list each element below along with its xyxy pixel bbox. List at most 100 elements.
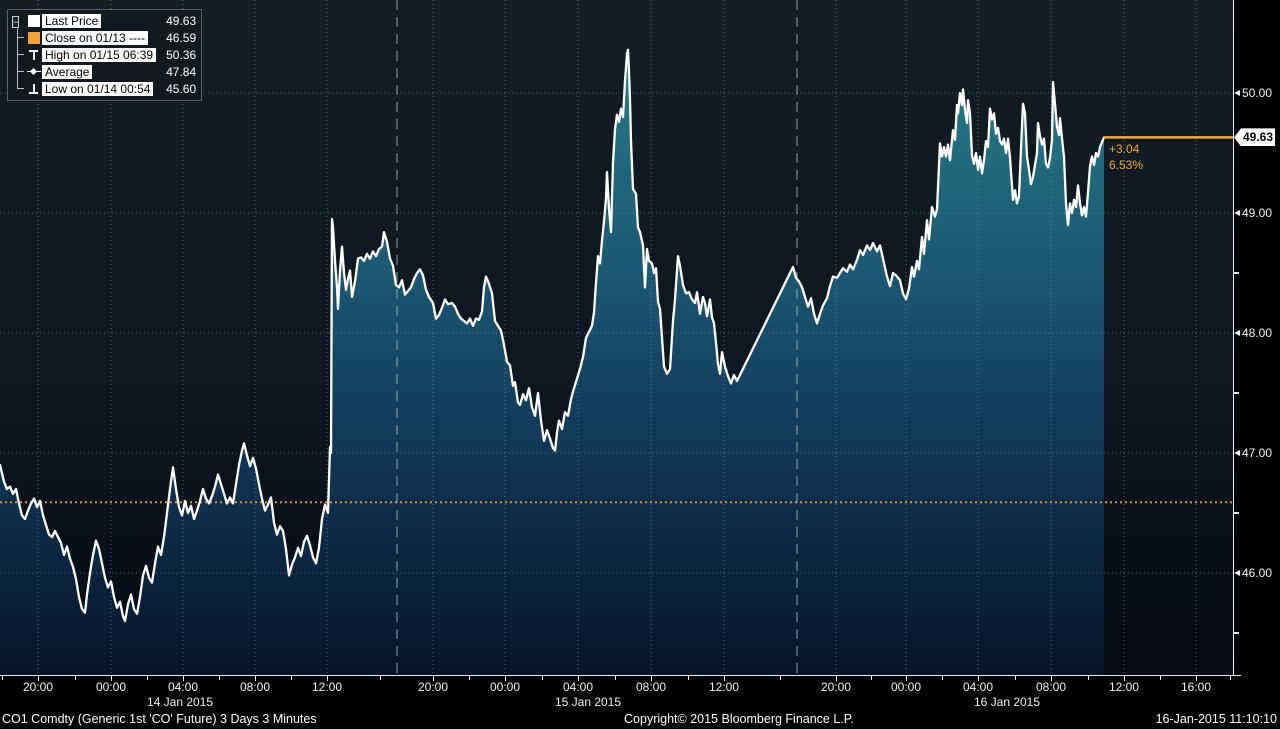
time-axis-label: 20:00 (22, 680, 54, 694)
time-axis-tick (906, 676, 907, 681)
time-axis-label: 00:00 (890, 680, 922, 694)
price-axis-label: 47.00 (1234, 445, 1272, 460)
legend-row-average[interactable]: Average 47.84 (11, 63, 196, 80)
date-axis-label: 16 Jan 2015 (973, 695, 1041, 709)
time-axis-tick (688, 676, 689, 680)
time-axis-tick (380, 676, 381, 680)
time-axis-tick (2, 676, 3, 680)
price-axis-minor-tick (1234, 632, 1239, 634)
time-axis-tick (615, 676, 616, 680)
time-axis-tick (578, 676, 579, 681)
time-axis-tick (327, 676, 328, 681)
price-axis-minor-tick (1234, 392, 1239, 394)
legend-tree-node: − (11, 12, 25, 29)
time-axis-tick (542, 676, 543, 680)
high-marker-icon (25, 46, 42, 63)
copyright-text: Copyright© 2015 Bloomberg Finance L.P. (624, 712, 854, 726)
legend-tree-branch (11, 63, 25, 80)
price-axis-label: 50.00 (1234, 85, 1272, 100)
axis-tick-arrow-icon (1234, 569, 1240, 576)
price-axis-label: 49.00 (1234, 205, 1272, 220)
time-axis-tick (1160, 676, 1161, 680)
time-axis-tick (871, 676, 872, 680)
time-axis-tick (111, 676, 112, 681)
legend-value: 46.59 (166, 30, 197, 45)
chart-title: CO1 Comdty (Generic 1st 'CO' Future) 3 D… (2, 712, 317, 726)
time-axis-tick (291, 676, 292, 680)
timestamp: 16-Jan-2015 11:10:10 (1155, 712, 1277, 726)
last-price-callout: 49.63 (1234, 128, 1276, 147)
price-change-label: +3.04 (1109, 142, 1140, 156)
time-axis-tick (1124, 676, 1125, 681)
status-bar: CO1 Comdty (Generic 1st 'CO' Future) 3 D… (0, 711, 1280, 729)
time-axis-label: 20:00 (417, 680, 449, 694)
legend-value: 45.60 (166, 81, 197, 96)
average-marker-icon (25, 63, 42, 80)
time-axis-label: 12:00 (1108, 680, 1140, 694)
close-swatch-icon (25, 29, 42, 46)
time-axis-tick (780, 676, 781, 680)
price-axis-label: 48.00 (1234, 325, 1272, 340)
time-axis-label: 20:00 (820, 680, 852, 694)
time-axis-tick (183, 676, 184, 681)
time-axis-tick (1230, 676, 1231, 680)
price-axis-minor-tick (1234, 512, 1239, 514)
time-axis-label: 12:00 (311, 680, 343, 694)
axis-tick-arrow-icon (1234, 89, 1240, 96)
legend-value: 49.63 (166, 13, 197, 28)
time-axis-tick (505, 676, 506, 681)
date-axis-label: 15 Jan 2015 (554, 695, 622, 709)
time-axis-tick (147, 676, 148, 680)
chart-legend-panel: − Last Price 49.63 Close on 01/13 ---- 4… (7, 9, 203, 101)
legend-label: Average (42, 64, 93, 79)
legend-row-close[interactable]: Close on 01/13 ---- 46.59 (11, 29, 196, 46)
legend-row-low[interactable]: Low on 01/14 00:54 45.60 (11, 80, 196, 97)
collapse-legend-icon[interactable]: − (12, 16, 20, 28)
time-axis-tick (1088, 676, 1089, 680)
axis-tick-arrow-icon (1234, 449, 1240, 456)
legend-row-last-price[interactable]: − Last Price 49.63 (11, 12, 196, 29)
legend-tree-branch (11, 29, 25, 46)
time-axis-tick (1051, 676, 1052, 681)
legend-label: High on 01/15 06:39 (42, 47, 157, 62)
time-axis-label: 08:00 (635, 680, 667, 694)
legend-label: Last Price (42, 13, 102, 28)
time-axis-tick (836, 676, 837, 681)
time-axis-label: 00:00 (489, 680, 521, 694)
price-change-pct-label: 6.53% (1109, 158, 1144, 172)
time-axis-label: 04:00 (962, 680, 994, 694)
time-axis-tick (942, 676, 943, 680)
price-area-chart (0, 0, 1233, 675)
last-price-swatch-icon (25, 12, 42, 29)
time-axis-label: 08:00 (1035, 680, 1067, 694)
time-axis-tick (469, 676, 470, 680)
time-axis-label: 12:00 (708, 680, 740, 694)
time-axis-tick (433, 676, 434, 681)
axis-tick-arrow-icon (1234, 209, 1240, 216)
price-axis-label: 46.00 (1234, 565, 1272, 580)
legend-tree-branch (11, 80, 25, 97)
time-axis-tick (1196, 676, 1197, 681)
time-axis-tick (651, 676, 652, 681)
time-axis-label: 08:00 (239, 680, 271, 694)
legend-label: Close on 01/13 ---- (42, 30, 149, 45)
time-axis-label: 00:00 (95, 680, 127, 694)
legend-tree-branch (11, 46, 25, 63)
time-axis-label: 04:00 (167, 680, 199, 694)
axis-tick-arrow-icon (1234, 329, 1240, 336)
time-axis-tick (1015, 676, 1016, 680)
legend-label: Low on 01/14 00:54 (42, 81, 154, 96)
price-chart-plot[interactable] (0, 0, 1233, 675)
price-axis: 49.63 50.00 49.00 48.00 47.00 46.00 (1233, 0, 1280, 676)
time-axis-tick (255, 676, 256, 681)
legend-value: 47.84 (166, 64, 197, 79)
time-axis-tick (219, 676, 220, 680)
low-marker-icon (25, 80, 42, 97)
legend-row-high[interactable]: High on 01/15 06:39 50.36 (11, 46, 196, 63)
time-axis-label: 16:00 (1180, 680, 1212, 694)
time-axis-tick (978, 676, 979, 681)
time-axis-label: 04:00 (562, 680, 594, 694)
time-axis-tick (75, 676, 76, 680)
price-axis-minor-tick (1234, 272, 1239, 274)
